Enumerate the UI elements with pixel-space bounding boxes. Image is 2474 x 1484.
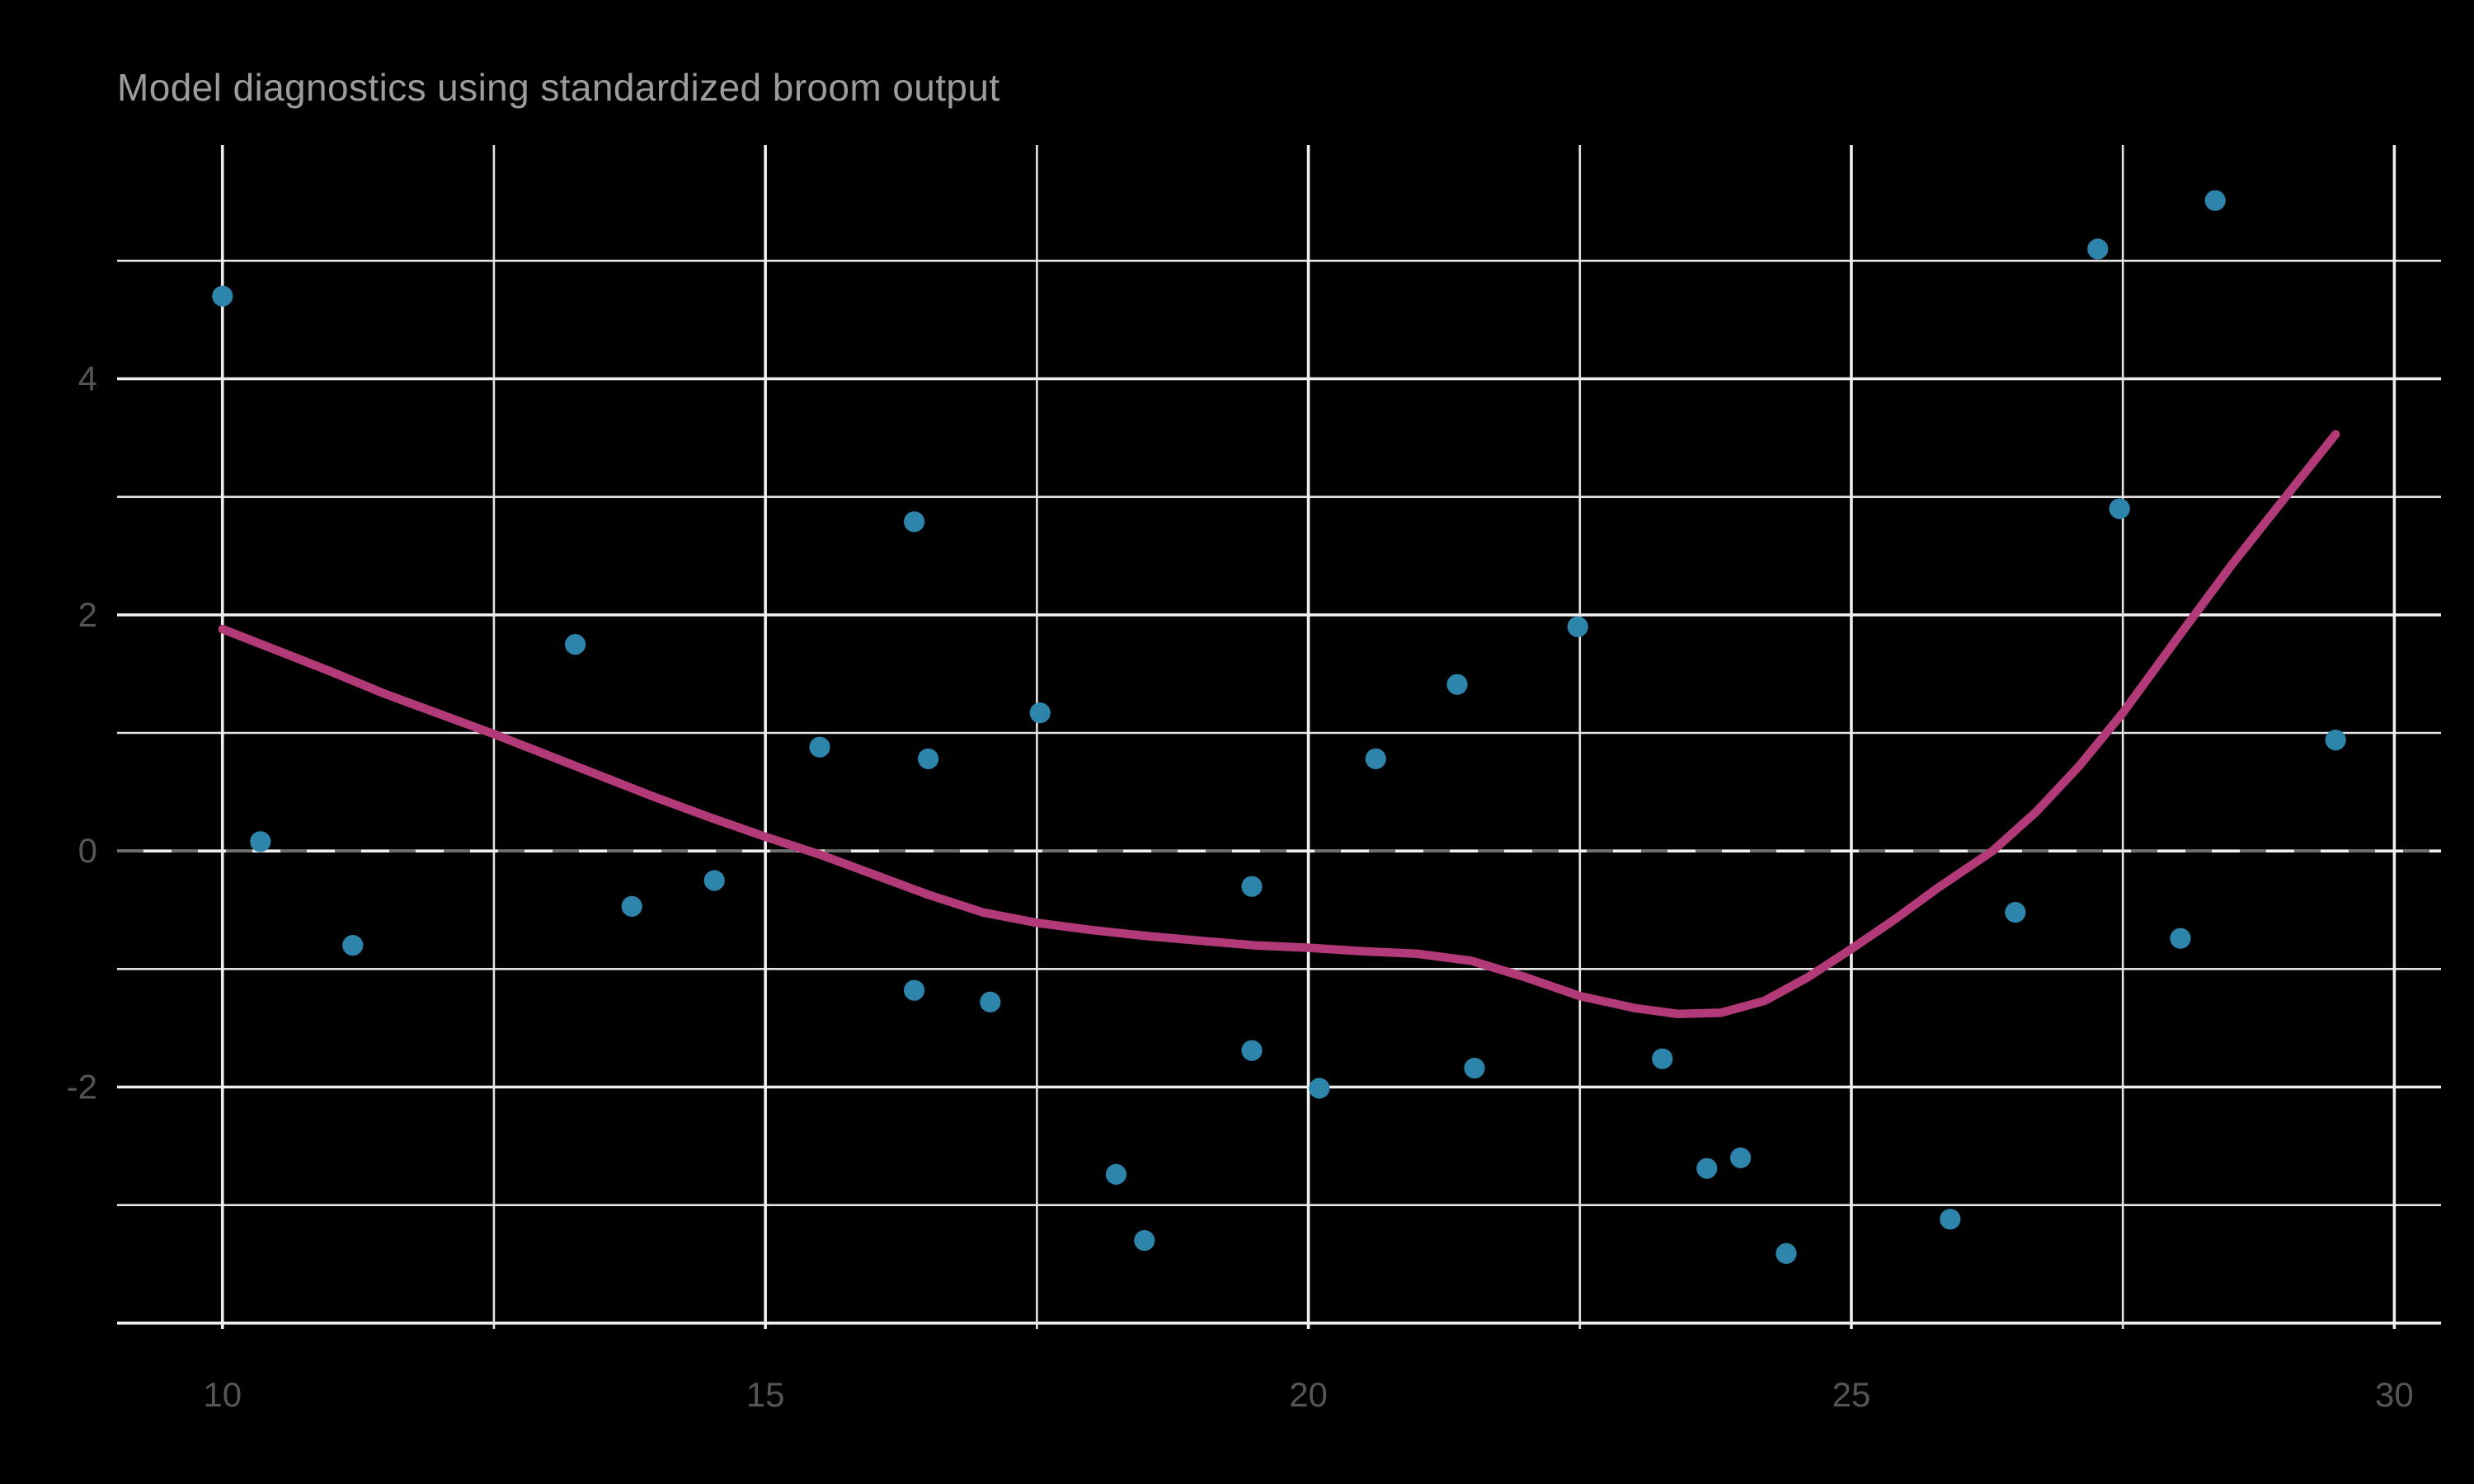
scatter-point (1652, 1048, 1673, 1069)
scatter-point (2204, 190, 2226, 211)
y-tick-label: 2 (78, 595, 97, 634)
scatter-point (904, 511, 925, 533)
scatter-point (809, 736, 830, 758)
scatter-point (703, 870, 725, 891)
scatter-point (1940, 1209, 1961, 1230)
scatter-point (621, 895, 642, 917)
scatter-point (1730, 1147, 1752, 1168)
scatter-point (1696, 1158, 1718, 1179)
scatter-point (2005, 902, 2026, 923)
scatter-point (565, 634, 586, 655)
chart-title: Model diagnostics using standardized bro… (117, 66, 1000, 109)
scatter-point (1241, 1040, 1263, 1061)
scatter-point (2109, 498, 2130, 519)
y-tick-label: -2 (67, 1068, 97, 1106)
x-tick-label: 20 (1289, 1375, 1328, 1414)
x-tick-label: 25 (1832, 1375, 1871, 1414)
x-tick-label: 30 (2375, 1375, 2414, 1414)
scatter-point (342, 935, 364, 956)
scatter-point (980, 991, 1001, 1012)
scatter-point (212, 285, 233, 307)
scatter-point (250, 831, 271, 852)
scatter-point (1567, 616, 1588, 637)
y-tick-label: 4 (78, 359, 97, 397)
scatter-point (1029, 702, 1051, 724)
y-tick-label: 0 (78, 831, 97, 870)
scatter-point (2325, 730, 2346, 751)
scatter-point (1134, 1230, 1155, 1252)
scatter-point (1446, 674, 1468, 695)
x-tick-label: 10 (203, 1375, 242, 1414)
scatter-point (1365, 748, 1386, 770)
scatter-point (918, 748, 939, 770)
scatter-point (1105, 1163, 1126, 1185)
scatter-point (1464, 1058, 1485, 1079)
scatter-point (2087, 238, 2109, 260)
x-tick-label: 15 (746, 1375, 785, 1414)
scatter-point (2170, 928, 2191, 949)
scatter-point (1776, 1242, 1797, 1264)
scatter-point (1309, 1078, 1330, 1099)
scatter-point (904, 979, 925, 1001)
scatter-point (1241, 876, 1263, 897)
smooth-trend-line (218, 430, 2340, 1018)
